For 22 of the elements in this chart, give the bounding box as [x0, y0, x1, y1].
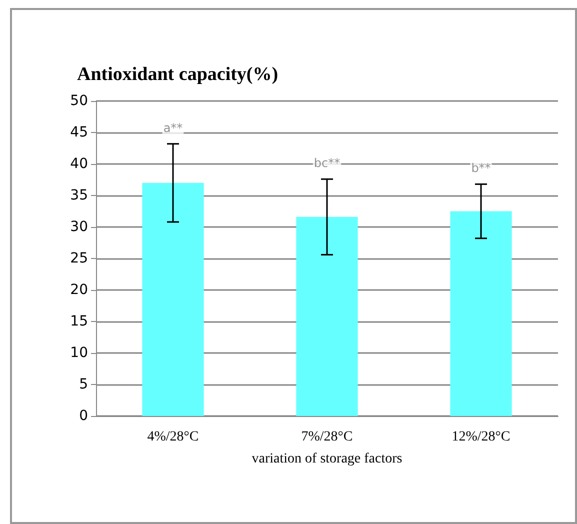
- y-tick-label: 5: [79, 376, 88, 392]
- annotation: a**: [163, 120, 183, 135]
- y-tick-label: 0: [79, 408, 88, 424]
- y-tick-label: 10: [70, 345, 88, 361]
- x-tick-label: 12%/28°C: [452, 430, 510, 444]
- chart-title: Antioxidant capacity(%): [77, 64, 278, 85]
- annotation: b**: [471, 161, 491, 176]
- x-tick-label: 4%/28°C: [147, 430, 199, 444]
- bar: [296, 216, 358, 416]
- x-tick-label: 7%/28°C: [301, 430, 353, 444]
- y-tick-label: 50: [70, 93, 88, 109]
- bar: [450, 211, 512, 416]
- y-tick-label: 20: [70, 282, 88, 298]
- y-tick-label: 30: [70, 219, 88, 235]
- y-tick-label: 40: [70, 156, 88, 172]
- y-tick-label: 35: [70, 188, 88, 204]
- y-tick-label: 25: [70, 250, 88, 266]
- annotation: bc**: [314, 156, 340, 170]
- x-axis-title: variation of storage factors: [252, 452, 402, 466]
- y-tick-label: 15: [70, 314, 88, 330]
- bar: [142, 182, 204, 416]
- y-tick-label: 45: [70, 124, 88, 140]
